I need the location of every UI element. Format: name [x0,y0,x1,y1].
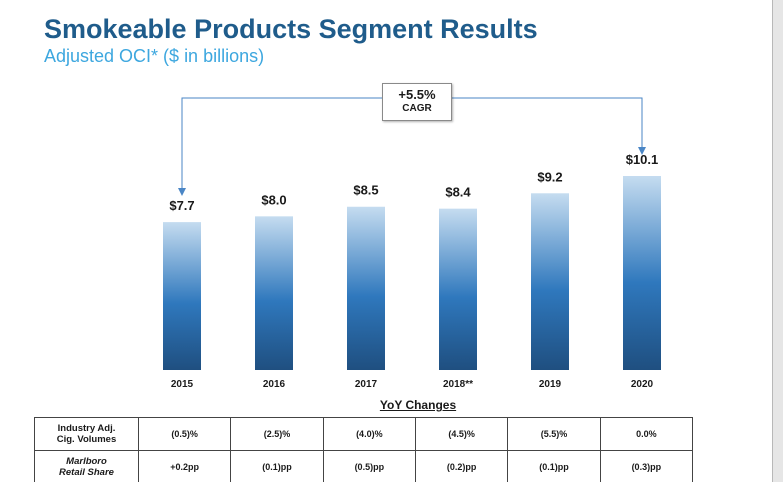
bar-value-label: $7.7 [169,198,194,213]
bar-value-label: $8.5 [353,183,378,198]
page-title: Smokeable Products Segment Results [44,14,538,44]
cagr-label: CAGR [402,103,432,114]
bar-2016 [255,216,293,370]
table-cell: (0.1)pp [230,450,324,482]
table-cell: (0.2)pp [414,450,509,482]
bar-value-label: $10.1 [626,152,659,167]
table-cell: (0.1)pp [507,450,601,482]
bar-value-label: $8.0 [261,192,286,207]
x-tick-label: 2019 [539,379,562,390]
table-cell: (4.0)% [322,417,416,451]
row-header-line: Industry Adj. [57,423,116,434]
row-header-line: Retail Share [59,467,114,478]
bar-2019 [531,193,569,370]
x-tick-label: 2017 [355,379,378,390]
bar-2020 [623,176,661,370]
yoy-table: Industry Adj. Cig. Volumes (0.5)% (2.5)%… [34,417,694,482]
cagr-callout: +5.5% CAGR [382,83,452,121]
table-cell: (4.5)% [414,417,509,451]
row-header-line: Cig. Volumes [56,434,117,445]
bar-2018 [439,208,477,370]
table-cell: +0.2pp [137,450,232,482]
table-cell: 0.0% [599,417,694,451]
bar-value-label: $8.4 [445,185,471,200]
x-tick-label: 2015 [171,379,194,390]
row-header-share: Marlboro Retail Share [34,450,139,482]
row-header-line: Marlboro [66,456,107,467]
page-edge [772,0,773,482]
bar-2017 [347,206,385,370]
page-subtitle: Adjusted OCI* ($ in billions) [44,46,265,66]
yoy-title: YoY Changes [379,398,457,412]
table-cell: (0.5)% [137,417,232,451]
bar-value-label: $9.2 [537,169,562,184]
table-cell: (2.5)% [230,417,324,451]
cagr-bracket-arrow [178,97,646,196]
bar-2015 [163,222,201,370]
x-tick-label: 2020 [631,379,654,390]
table-row: Industry Adj. Cig. Volumes (0.5)% (2.5)%… [34,417,694,451]
row-header-volumes: Industry Adj. Cig. Volumes [34,417,139,451]
table-cell: (0.5)pp [322,450,416,482]
x-tick-label: 2016 [263,379,286,390]
table-row: Marlboro Retail Share +0.2pp (0.1)pp (0.… [34,450,694,482]
table-cell: (5.5)% [507,417,601,451]
table-cell: (0.3)pp [599,450,694,482]
cagr-value: +5.5% [398,87,436,102]
x-tick-label: 2018** [443,379,473,390]
bar-chart: $7.7 2015 $8.0 2016 $8.5 2017 $8.4 2018** $9.2 20… [163,97,661,390]
